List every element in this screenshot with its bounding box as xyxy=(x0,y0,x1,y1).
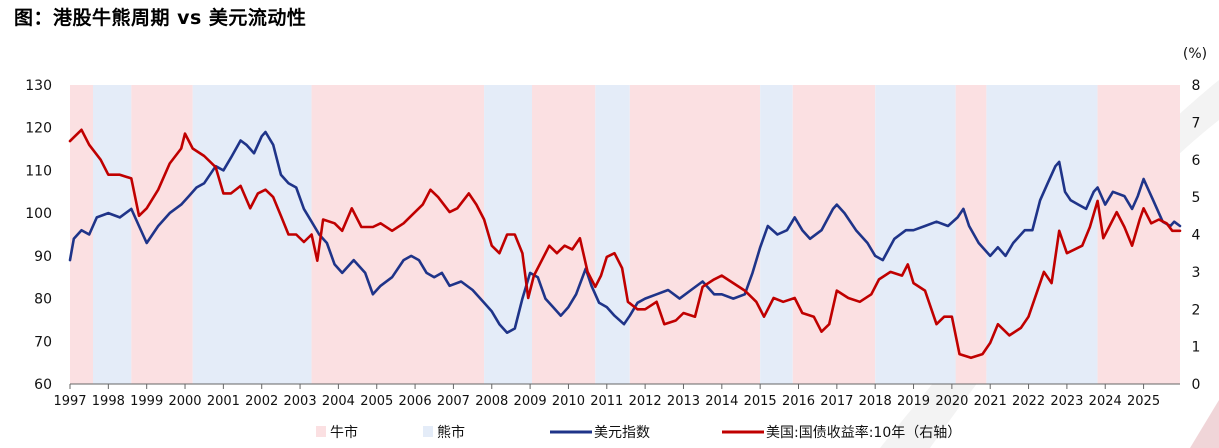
x-tick-label: 2013 xyxy=(667,394,700,409)
x-tick-label: 2021 xyxy=(974,394,1007,409)
right-tick-label: 6 xyxy=(1192,153,1201,169)
x-tick-label: 2022 xyxy=(1012,394,1045,409)
right-tick-label: 8 xyxy=(1192,78,1201,94)
left-tick-label: 70 xyxy=(34,334,52,350)
regime-band-bear-13 xyxy=(986,85,1098,384)
dollar-index-line xyxy=(68,130,1182,334)
right-tick-label: 1 xyxy=(1192,340,1201,356)
x-tick-label: 2002 xyxy=(245,394,278,409)
right-tick-label: 2 xyxy=(1192,302,1201,318)
x-tick-label: 2007 xyxy=(437,394,470,409)
right-tick-label: 3 xyxy=(1192,265,1201,281)
regime-band-bear-1 xyxy=(93,85,132,384)
regime-band-bull-0 xyxy=(70,85,94,384)
legend-label: 熊市 xyxy=(437,424,465,441)
x-tick-label: 2017 xyxy=(820,394,853,409)
series-lines xyxy=(68,128,1182,360)
axes: 1997 1998 1999 2000 2001 2002 2003 2004 2005 2006… xyxy=(25,78,1200,409)
x-tick-label: 2023 xyxy=(1050,394,1083,409)
x-tick-label: 2008 xyxy=(475,394,508,409)
left-tick-label: 120 xyxy=(25,121,52,137)
x-tick-label: 2011 xyxy=(590,394,623,409)
x-tick-label: 2024 xyxy=(1089,394,1122,409)
left-tick-label: 60 xyxy=(34,377,52,393)
x-tick-label: 2012 xyxy=(629,394,662,409)
x-tick-label: 2005 xyxy=(360,394,393,409)
x-tick-label: 1998 xyxy=(92,394,125,409)
x-tick-label: 2015 xyxy=(744,394,777,409)
right-axis-unit: (%) xyxy=(1183,46,1207,62)
right-tick-label: 4 xyxy=(1192,228,1201,244)
left-tick-label: 80 xyxy=(34,292,52,308)
right-tick-label: 7 xyxy=(1192,115,1201,131)
x-tick-label: 2018 xyxy=(859,394,892,409)
left-tick-label: 100 xyxy=(25,206,52,222)
legend-swatch-bear xyxy=(423,426,433,437)
x-tick-label: 2004 xyxy=(322,394,355,409)
x-tick-label: 2014 xyxy=(705,394,738,409)
regime-band-bear-11 xyxy=(875,85,956,384)
x-tick-label: 2003 xyxy=(284,394,317,409)
x-tick-label: 2009 xyxy=(514,394,547,409)
legend-label: 美元指数 xyxy=(594,425,650,441)
regime-bands xyxy=(70,85,1180,384)
left-tick-label: 90 xyxy=(34,249,52,265)
regime-band-bear-7 xyxy=(595,85,630,384)
right-tick-label: 0 xyxy=(1192,377,1201,393)
regime-band-bull-8 xyxy=(629,85,761,384)
legend: 牛市 熊市 美元指数 美国:国债收益率:10年（右轴） xyxy=(316,424,961,441)
regime-band-bull-2 xyxy=(131,85,193,384)
x-tick-label: 2010 xyxy=(552,394,585,409)
x-tick-label: 2000 xyxy=(168,394,201,409)
x-tick-label: 2020 xyxy=(935,394,968,409)
right-tick-label: 5 xyxy=(1192,190,1201,206)
regime-band-bull-14 xyxy=(1097,85,1180,384)
regime-band-bull-4 xyxy=(311,85,485,384)
legend-label: 牛市 xyxy=(330,424,358,441)
regime-band-bull-6 xyxy=(532,85,596,384)
legend-swatch-bull xyxy=(316,426,326,437)
chart-title: 图：港股牛熊周期 vs 美元流动性 xyxy=(14,7,307,29)
us10y-yield-line xyxy=(68,128,1182,360)
x-tick-label: 1999 xyxy=(130,394,163,409)
x-tick-label: 2006 xyxy=(399,394,432,409)
legend-label: 美国:国债收益率:10年（右轴） xyxy=(766,424,961,441)
left-tick-label: 130 xyxy=(25,78,52,94)
left-tick-label: 110 xyxy=(25,163,52,179)
x-tick-label: 2016 xyxy=(782,394,815,409)
x-tick-label: 2025 xyxy=(1127,394,1160,409)
x-tick-label: 1997 xyxy=(53,394,86,409)
x-tick-label: 2001 xyxy=(207,394,240,409)
regime-band-bull-12 xyxy=(955,85,987,384)
x-tick-label: 2019 xyxy=(897,394,930,409)
